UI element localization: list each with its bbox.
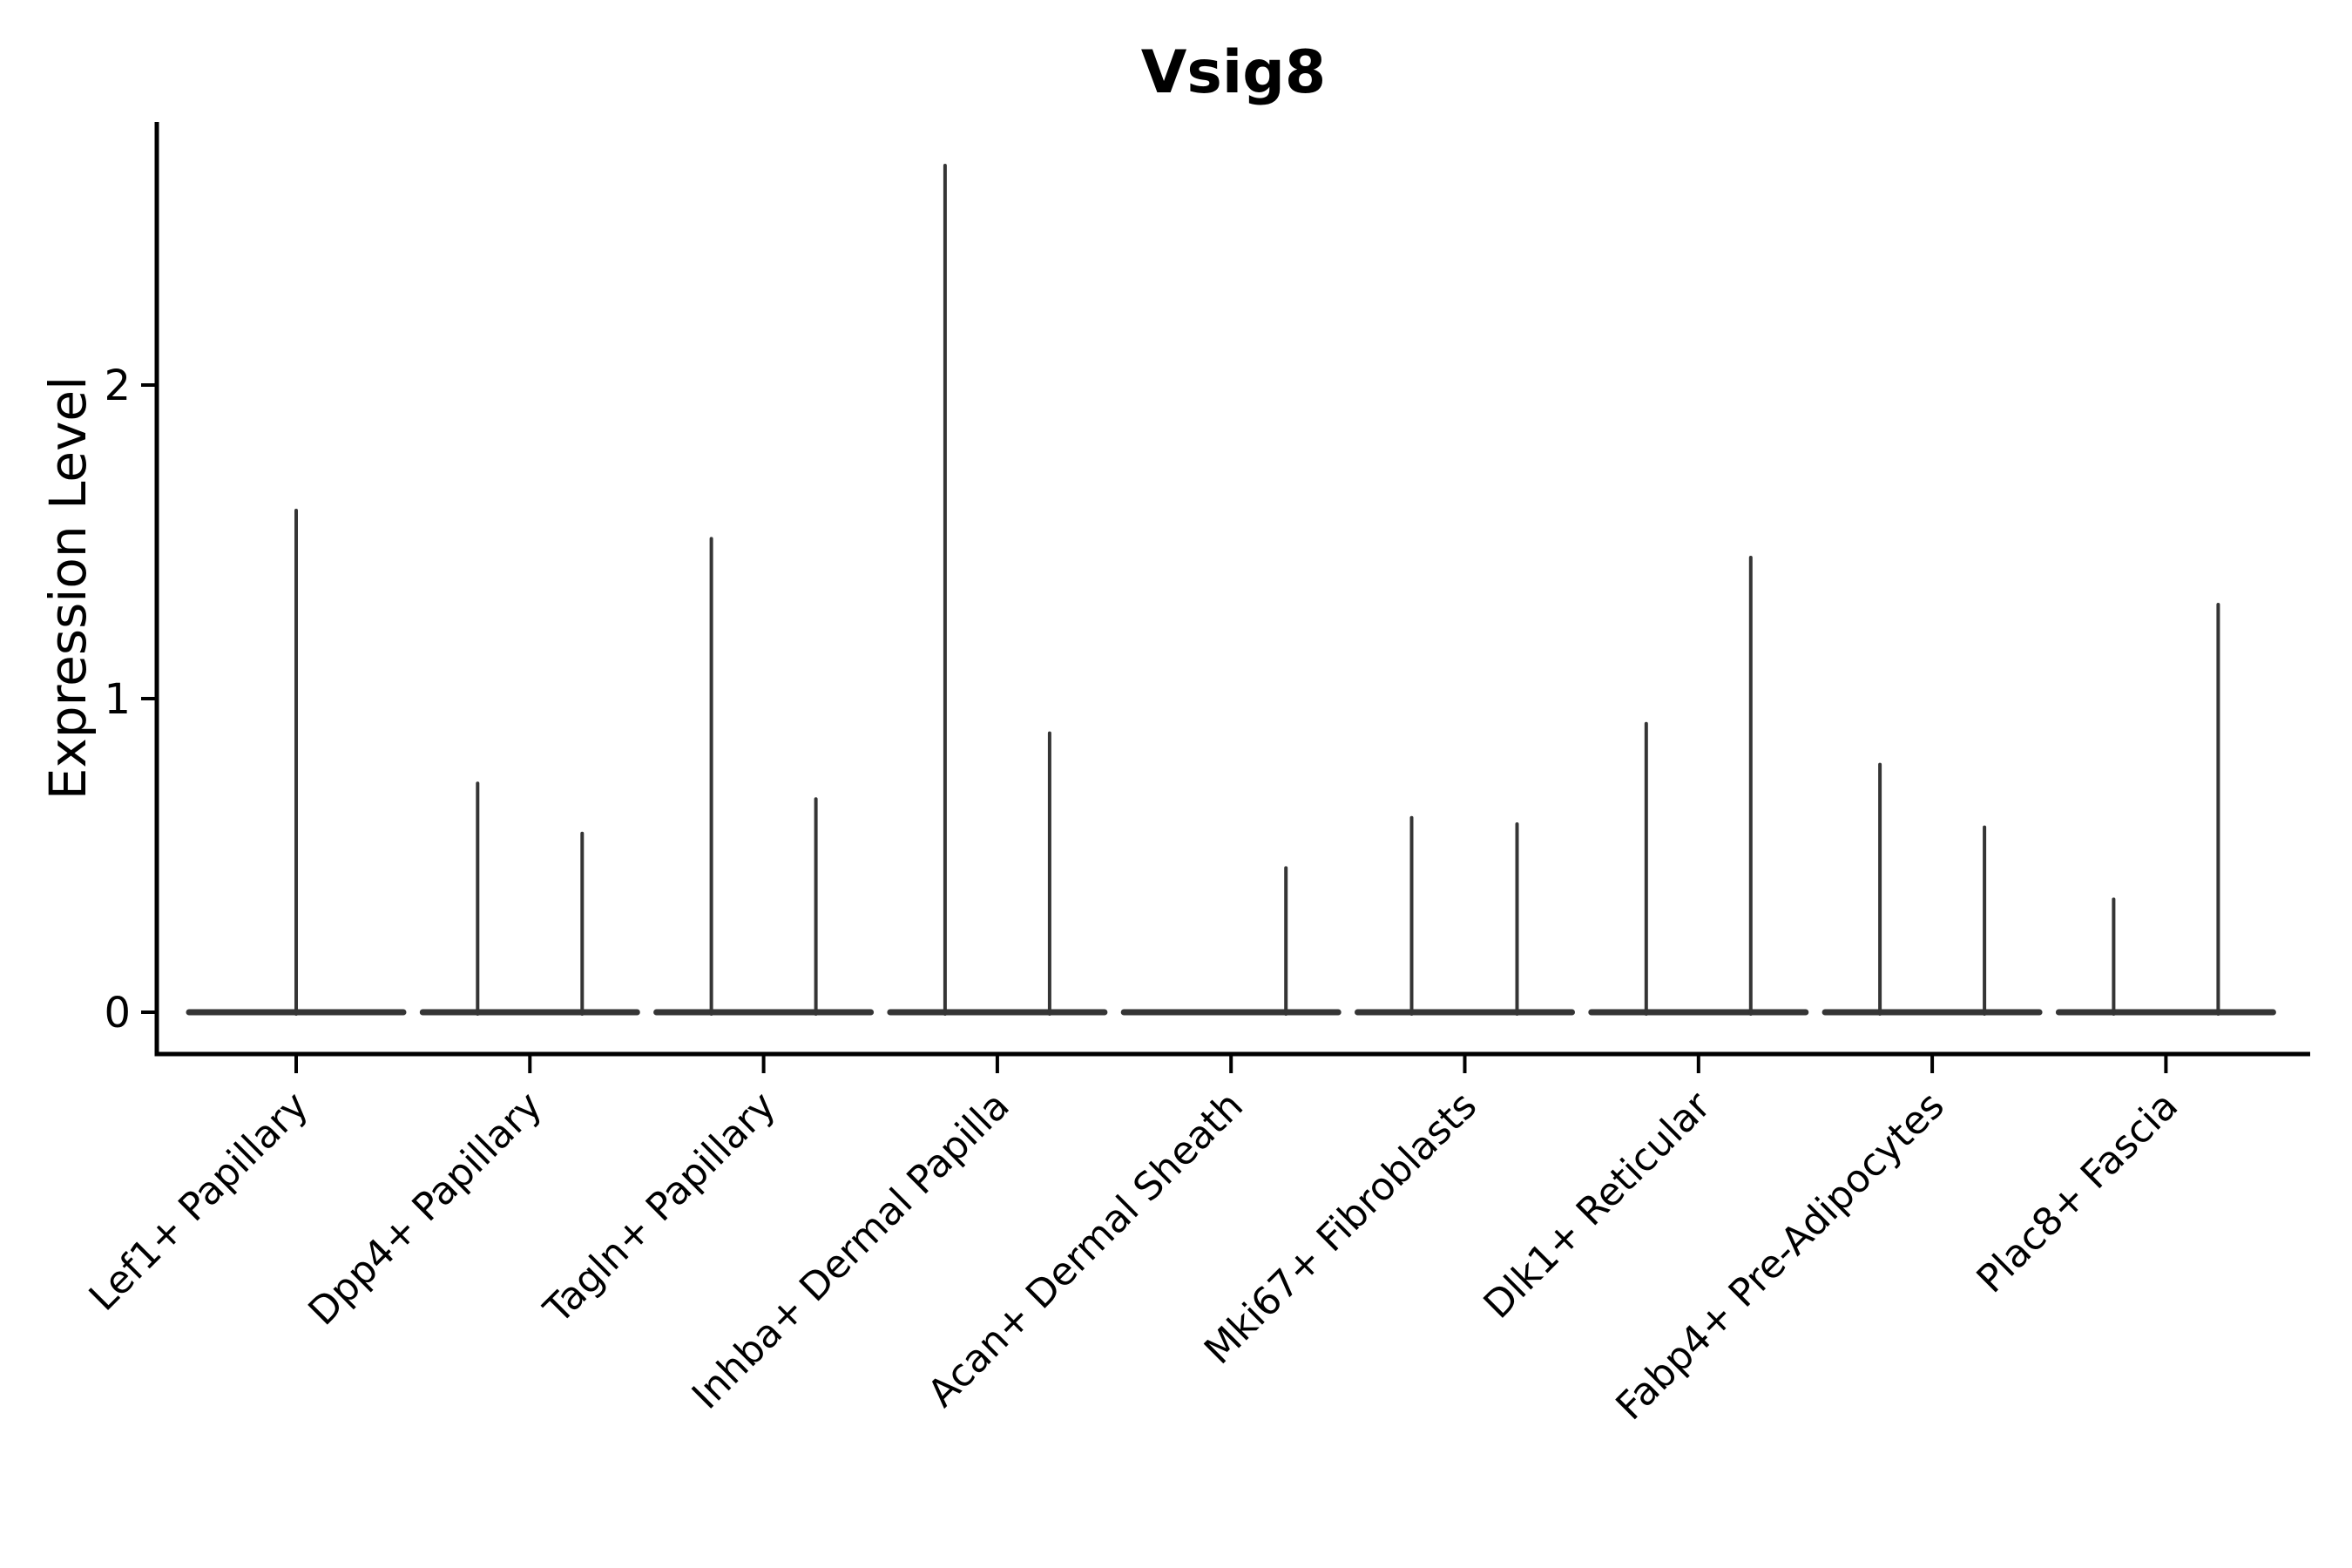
y-tick-label: 0 [104,989,131,1037]
y-axis-label: Expression Level [38,376,98,800]
x-tick-label: Plac8+ Fascia [1969,1084,2187,1302]
violins-layer [186,164,2276,1016]
y-tick-label: 1 [104,675,131,724]
x-tick-label: Lef1+ Papillary [81,1084,317,1320]
x-tick-label: Dpp4+ Papillary [300,1084,551,1335]
y-tick-label: 2 [104,362,131,410]
x-tick-label: Tagln+ Papillary [535,1084,784,1333]
x-tick-label: Dlk1+ Reticular [1476,1083,1720,1328]
chart-title: Vsig8 [1141,38,1326,107]
